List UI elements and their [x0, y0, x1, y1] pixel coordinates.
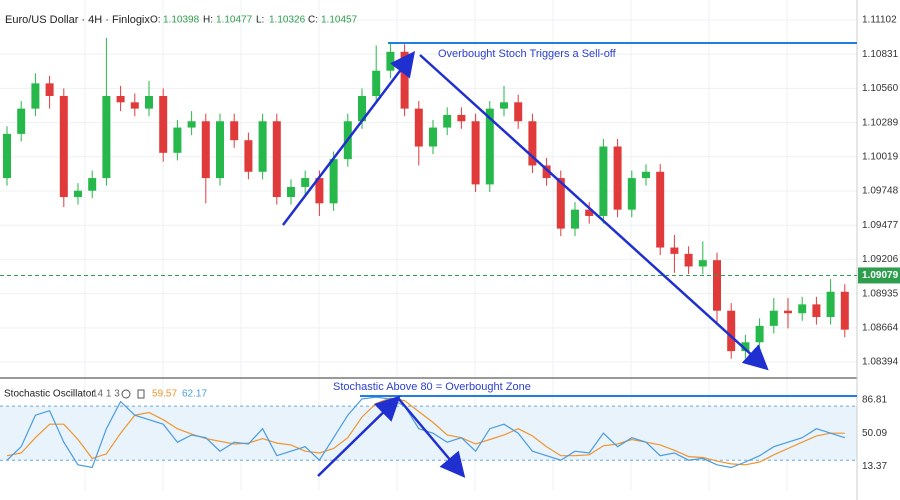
candle-body — [542, 165, 551, 179]
y-tick-label: 1.09477 — [862, 220, 899, 231]
candle-body — [400, 51, 409, 109]
candle-body — [500, 102, 508, 109]
candle-body — [358, 95, 366, 122]
candle-body — [485, 108, 494, 185]
candle-body — [74, 190, 82, 198]
candle-body — [414, 108, 423, 147]
last-price-label: 1.09079 — [862, 270, 899, 281]
marks — [3, 37, 849, 469]
y-tick-label: 1.10560 — [862, 83, 899, 94]
y-tick-label: 1.09206 — [862, 254, 899, 265]
ohlc-label: C: — [308, 15, 318, 26]
candle-body — [130, 102, 139, 109]
candle-body — [59, 95, 68, 198]
candle-body — [613, 146, 622, 210]
candle-body — [386, 51, 395, 71]
candle-body — [585, 209, 594, 216]
ohlc-value: 1.10326 — [269, 15, 306, 26]
stoch-line — [6, 397, 845, 466]
legend-value: 59.57 — [152, 389, 177, 400]
last-price-box — [858, 267, 900, 284]
candle-body — [230, 121, 239, 141]
chart-title: Euro/US Dollar · 4H · Finlogix — [5, 14, 150, 26]
y-tick-label: 1.09748 — [862, 186, 899, 197]
candle-body — [258, 121, 267, 172]
ohlc-value: 1.10457 — [321, 15, 358, 26]
y-tick-label: 1.08664 — [862, 323, 899, 334]
y-tick-label: 13.37 — [862, 461, 887, 472]
candle-body — [102, 95, 111, 179]
candle-body — [514, 102, 523, 122]
y-tick-label: 1.10289 — [862, 117, 899, 128]
candle-body — [556, 178, 565, 229]
candle-body — [684, 253, 693, 267]
candle-body — [656, 171, 665, 248]
candle-body — [145, 95, 153, 109]
candle-body — [329, 159, 338, 204]
ohlc-value: 1.10477 — [216, 15, 253, 26]
candle-body — [826, 291, 835, 318]
trend-arrow — [397, 397, 466, 478]
candle-body — [627, 178, 636, 210]
trend-arrow — [282, 51, 416, 226]
candle-body — [443, 114, 452, 128]
candle-body — [769, 310, 778, 326]
candle-body — [599, 146, 608, 216]
grid — [0, 0, 857, 490]
candle-body — [727, 310, 736, 352]
candle-body — [840, 291, 849, 330]
candle-body — [372, 70, 381, 96]
candle-body — [88, 178, 97, 191]
ohlc-value: 1.10398 — [163, 15, 200, 26]
y-tick-label: 1.10831 — [862, 49, 899, 60]
indicator-params: 14 1 3 — [92, 389, 120, 400]
candle-body — [429, 127, 437, 147]
candle-body — [457, 114, 466, 122]
ohlc-label: H: — [203, 15, 213, 26]
candle-body — [244, 140, 253, 172]
y-tick-label: 1.08394 — [862, 357, 899, 368]
candle-body — [3, 133, 11, 179]
ohlc-label: L: — [256, 15, 264, 26]
candle-body — [216, 121, 224, 179]
ohlc-label: O: — [150, 15, 161, 26]
candle-body — [670, 247, 679, 254]
candle-body — [784, 310, 792, 314]
legend-value: 62.17 — [182, 389, 207, 400]
annotation: Stochastic Above 80 = Overbought Zone — [333, 381, 531, 393]
candle-body — [755, 325, 764, 343]
trend-arrow — [419, 54, 769, 371]
candle-body — [698, 260, 707, 267]
candle-body — [471, 121, 480, 185]
y-tick-label: 1.10019 — [862, 151, 899, 162]
annotation: Overbought Stoch Triggers a Sell-off — [438, 48, 617, 60]
y-tick-label: 86.81 — [862, 395, 887, 406]
settings-icon[interactable] — [121, 389, 131, 399]
candle-body — [798, 304, 807, 314]
indicator-title: Stochastic Oscillator — [4, 389, 95, 400]
candle-body — [713, 260, 721, 311]
candle-body — [17, 108, 26, 134]
candle-body — [642, 171, 650, 179]
y-tick-label: 1.11102 — [862, 15, 897, 26]
candle-body — [812, 304, 821, 318]
candle-body — [272, 121, 281, 198]
candle-body — [528, 121, 537, 166]
candle-body — [173, 127, 182, 153]
candle-body — [571, 209, 579, 229]
candle-body — [116, 95, 125, 103]
candle-body — [159, 95, 168, 153]
candle-body — [287, 186, 295, 198]
candle-body — [201, 121, 210, 179]
candle-body — [315, 178, 324, 204]
candle-body — [187, 121, 196, 128]
y-tick-label: 50.09 — [862, 428, 887, 439]
trend-arrow — [317, 395, 401, 477]
candle-body — [31, 83, 40, 109]
candle-body — [45, 83, 54, 96]
delete-icon[interactable] — [137, 389, 145, 399]
candle-body — [301, 178, 310, 187]
y-tick-label: 1.08935 — [862, 288, 899, 299]
